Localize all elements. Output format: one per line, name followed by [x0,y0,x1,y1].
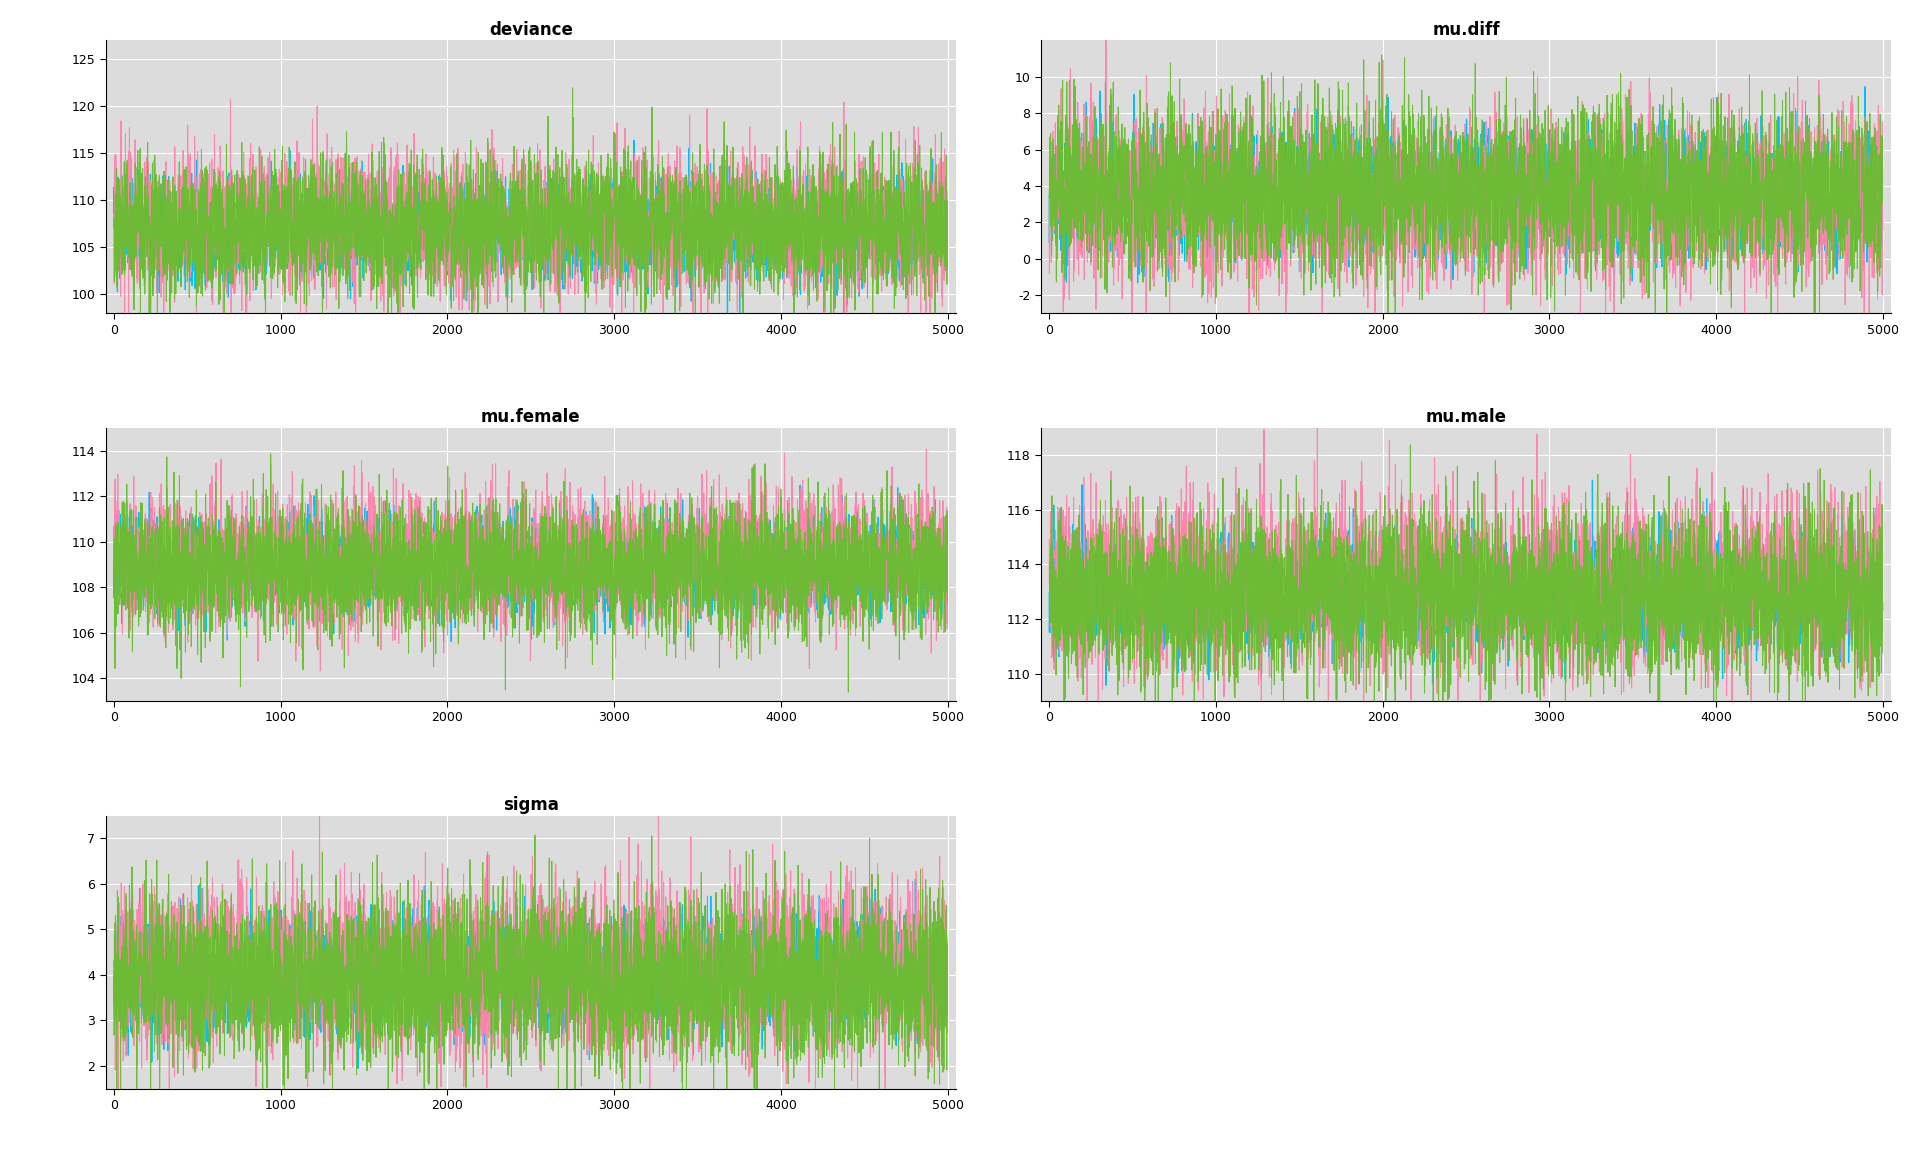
Title: mu.male: mu.male [1425,409,1507,426]
Title: sigma: sigma [503,796,559,814]
Title: mu.diff: mu.diff [1432,21,1500,39]
Title: mu.female: mu.female [480,409,580,426]
Title: deviance: deviance [490,21,572,39]
